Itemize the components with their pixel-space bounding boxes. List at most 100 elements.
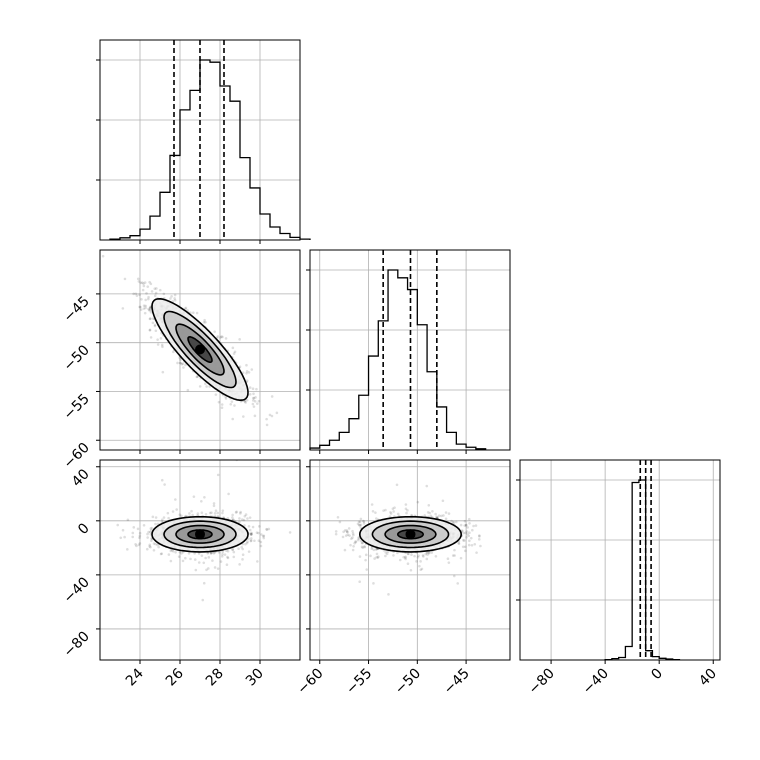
sample-point — [148, 280, 151, 284]
sample-point — [427, 551, 431, 554]
sample-point — [444, 517, 448, 521]
sample-point — [121, 307, 125, 310]
sample-point — [347, 527, 351, 530]
sample-point — [357, 536, 360, 539]
y-tick-label: 0 — [75, 520, 93, 538]
panel-frame — [99, 459, 301, 661]
sample-point — [221, 509, 225, 512]
sample-point — [457, 542, 461, 546]
sample-point — [384, 551, 388, 554]
sample-point — [166, 511, 170, 515]
sample-point — [189, 557, 192, 561]
sample-point — [137, 543, 141, 547]
sample-point — [435, 515, 438, 519]
sample-point — [154, 522, 157, 526]
y-tick-label: −55 — [61, 391, 93, 423]
sample-point — [160, 518, 164, 521]
sample-point — [216, 335, 220, 338]
sample-point — [428, 511, 432, 515]
sample-point — [472, 524, 475, 528]
sample-point — [441, 499, 445, 503]
sample-point — [234, 511, 238, 514]
sample-point — [469, 536, 473, 540]
sample-point — [217, 400, 221, 404]
sample-point — [343, 529, 347, 532]
sample-point — [421, 554, 425, 557]
sample-point — [374, 548, 378, 551]
x-tick-label: −40 — [580, 666, 612, 698]
x-tick-label: 28 — [203, 666, 227, 690]
sample-point — [245, 379, 249, 382]
sample-point — [246, 517, 249, 520]
sample-point — [243, 524, 246, 527]
sample-point — [138, 536, 141, 540]
sample-point — [247, 371, 251, 374]
sample-point — [467, 534, 471, 538]
sample-point — [225, 563, 229, 567]
sample-point — [180, 514, 183, 518]
sample-point — [211, 559, 214, 562]
sample-point — [410, 553, 413, 556]
sample-point — [231, 516, 234, 519]
sample-point — [196, 512, 200, 515]
sample-point — [144, 304, 147, 308]
sample-point — [354, 540, 358, 544]
sample-point — [398, 558, 402, 562]
sample-point — [160, 552, 164, 555]
sample-point — [231, 417, 235, 421]
sample-point — [267, 527, 271, 531]
sample-point — [233, 404, 236, 407]
sample-point — [357, 520, 361, 524]
sample-point — [242, 415, 245, 418]
sample-point — [245, 541, 249, 545]
sample-point — [460, 529, 464, 532]
sample-point — [478, 535, 481, 538]
sample-point — [259, 544, 263, 548]
sample-point — [149, 282, 153, 286]
sample-point — [217, 551, 221, 554]
sample-point — [406, 509, 409, 512]
density-peak — [405, 529, 416, 540]
x-tick-label: 24 — [123, 665, 147, 689]
sample-point — [268, 413, 272, 417]
sample-point — [338, 520, 342, 524]
sample-point — [187, 552, 191, 555]
sample-point — [420, 567, 424, 571]
sample-point — [238, 365, 242, 368]
sample-point — [216, 567, 220, 570]
sample-point — [406, 552, 410, 556]
sample-point — [457, 541, 460, 545]
sample-point — [245, 363, 248, 367]
sample-point — [163, 483, 166, 486]
sample-point — [151, 317, 155, 320]
sample-point — [384, 554, 387, 558]
sample-point — [174, 498, 177, 501]
sample-point — [243, 514, 247, 518]
sample-point — [101, 254, 105, 258]
sample-point — [161, 370, 165, 374]
sample-point — [254, 396, 257, 399]
sample-point — [238, 563, 241, 566]
sample-point — [148, 309, 151, 312]
sample-point — [341, 535, 345, 539]
sample-point — [426, 553, 429, 556]
histogram-step — [109, 59, 311, 240]
sample-point — [149, 305, 152, 309]
sample-point — [386, 550, 390, 554]
sample-point — [362, 519, 365, 523]
sample-point — [334, 532, 338, 536]
sample-point — [389, 512, 393, 515]
x-tick-label: 26 — [163, 665, 187, 689]
sample-point — [248, 528, 252, 532]
sample-point — [148, 306, 152, 310]
sample-point — [195, 375, 199, 379]
sample-point — [134, 292, 138, 296]
grid-lines — [100, 460, 300, 660]
sample-point — [178, 513, 182, 517]
sample-point — [253, 400, 257, 403]
sample-point — [434, 554, 438, 558]
panel-frame — [309, 459, 511, 661]
sample-point — [150, 290, 154, 293]
sample-point — [370, 547, 374, 550]
sample-point — [262, 536, 266, 540]
